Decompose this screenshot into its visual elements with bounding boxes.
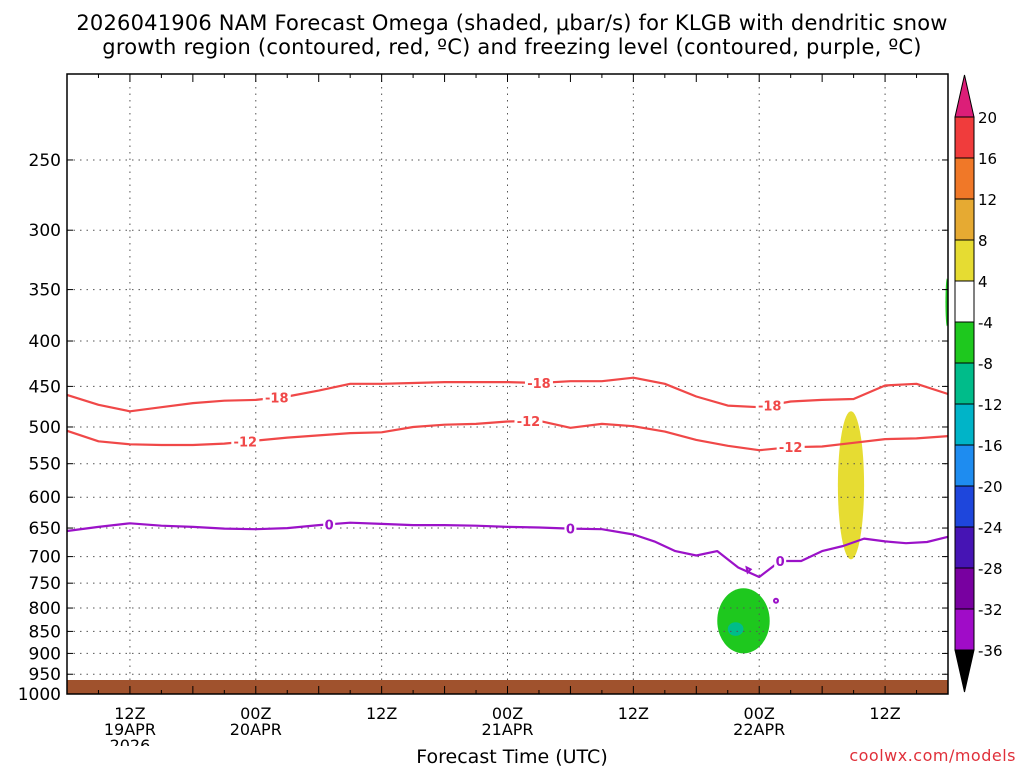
plot-background [67, 74, 948, 694]
chart-svg: -18 -18 -18 -12 -12 -12 0 0 0 250 300 350 400 450 500… [18, 73, 1003, 746]
contour-layer: -18 -18 -18 -12 -12 -12 0 0 0 [66, 375, 949, 604]
contour-label-bg--12-2 [776, 440, 805, 455]
colorbar-label-12: -32 [978, 601, 1003, 619]
colorbar-box-8 [954, 444, 975, 487]
y-tick-label-600: 600 [29, 488, 61, 508]
omega-shading-layer [717, 278, 949, 654]
x-tick-label-54-0: 12Z [618, 704, 649, 723]
x-tick-label-30-0: 12Z [366, 704, 397, 723]
contour-label--18-0: -18 [265, 392, 289, 407]
colorbar-box-3 [954, 239, 975, 282]
colorbar: 20 16 12 8 4 -4 -8 -12 -16 -20 -24 -28 -32 -36 [954, 74, 1003, 693]
colorbar-top-arrow [954, 74, 975, 118]
contour-label-bg-0-0 [323, 517, 336, 532]
x-tick-label-78-0: 12Z [869, 704, 900, 723]
colorbar-box-10 [954, 526, 975, 569]
colorbar-label-0: 20 [978, 109, 997, 127]
colorbar-label-2: 12 [978, 191, 997, 209]
colorbar-label-9: -20 [978, 478, 1003, 496]
plot-area [67, 74, 948, 694]
omega-shade-region-2 [727, 622, 744, 636]
colorbar-label-3: 8 [978, 232, 988, 250]
y-tick-label-400: 400 [29, 332, 61, 352]
colorbar-label-7: -12 [978, 396, 1003, 414]
chart-title-line-2: growth region (contoured, red, ºC) and f… [102, 35, 922, 59]
colorbar-label-11: -28 [978, 560, 1003, 578]
colorbar-box-1 [954, 157, 975, 200]
colorbar-box-0 [954, 116, 975, 159]
contour-label-bg--18-2 [755, 398, 784, 413]
contour-label--12-0: -12 [234, 436, 258, 451]
x-tick-label-66-1: 22APR [733, 720, 785, 739]
x-tick-label-6-2: 2026 [110, 736, 151, 746]
colorbar-bottom-arrow [954, 649, 975, 693]
contour-label--12-1: -12 [517, 415, 541, 430]
contour-loop-0b [772, 597, 779, 604]
x-axis-label: Forecast Time (UTC) [416, 746, 608, 768]
omega-shade-region-1 [717, 588, 770, 654]
colorbar-label-13: -36 [978, 642, 1003, 660]
chart-title-line-1: 2026041906 NAM Forecast Omega (shaded, μ… [76, 11, 948, 35]
y-tick-label-750: 750 [29, 574, 61, 594]
y-tick-label-350: 350 [29, 281, 61, 301]
contour-line-0 [66, 521, 949, 579]
y-tick-label-700: 700 [29, 548, 61, 568]
colorbar-box-2 [954, 198, 975, 241]
y-tick-label-850: 850 [29, 622, 61, 642]
x-tick-label-6-0: 12Z [114, 704, 145, 723]
y-tick-label-950: 950 [29, 665, 61, 685]
y-tick-label-800: 800 [29, 599, 61, 619]
contour-label-bg-0-1 [564, 521, 577, 536]
colorbar-box-9 [954, 485, 975, 528]
colorbar-label-8: -16 [978, 437, 1003, 455]
colorbar-label-1: 16 [978, 150, 997, 168]
x-tick-label-42-0: 00Z [492, 704, 523, 723]
colorbar-label-10: -24 [978, 519, 1003, 537]
contour-line--18 [66, 376, 949, 413]
contour-label-bg--12-0 [231, 434, 260, 449]
y-tick-label-500: 500 [29, 418, 61, 438]
y-tick-label-900: 900 [29, 644, 61, 664]
colorbar-box-4 [954, 280, 975, 323]
x-tick-label-66-0: 00Z [744, 704, 775, 723]
colorbar-label-5: -4 [978, 314, 993, 332]
colorbar-box-5 [954, 321, 975, 364]
contour-label-bg--18-1 [524, 375, 553, 390]
y-tick-label-300: 300 [29, 221, 61, 241]
contour-label--12-2: -12 [779, 441, 803, 456]
colorbar-box-11 [954, 567, 975, 610]
colorbar-box-6 [954, 362, 975, 405]
contour-label-bg--12-1 [514, 414, 543, 429]
site-credit: coolwx.com/models [849, 746, 1016, 765]
omega-shade-region-0 [837, 411, 865, 560]
contour-label-bg--18-0 [262, 390, 291, 405]
axis-layer: 2503003504004505005506006507007508008509… [18, 73, 949, 746]
x-tick-label-42-1: 21APR [481, 720, 533, 739]
contour-label-0-2: 0 [776, 555, 785, 570]
x-tick-label-18-1: 20APR [230, 720, 282, 739]
colorbar-box-12 [954, 608, 975, 651]
colorbar-label-4: 4 [978, 273, 988, 291]
contour-label--18-1: -18 [527, 377, 551, 392]
contour-label-bg-0-2 [774, 553, 787, 568]
y-tick-label-650: 650 [29, 519, 61, 539]
contour-label-0-0: 0 [325, 518, 334, 533]
colorbar-label-6: -8 [978, 355, 993, 373]
y-tick-label-1000: 1000 [18, 685, 61, 705]
x-tick-label-18-0: 00Z [240, 704, 271, 723]
contour-loop-0a [745, 565, 753, 575]
contour-label-0-1: 0 [566, 523, 575, 538]
y-tick-label-450: 450 [29, 377, 61, 397]
y-tick-label-250: 250 [29, 151, 61, 171]
contour-label--18-2: -18 [758, 399, 782, 414]
x-tick-label-6-1: 19APR [104, 720, 156, 739]
y-tick-label-550: 550 [29, 455, 61, 475]
colorbar-box-7 [954, 403, 975, 446]
